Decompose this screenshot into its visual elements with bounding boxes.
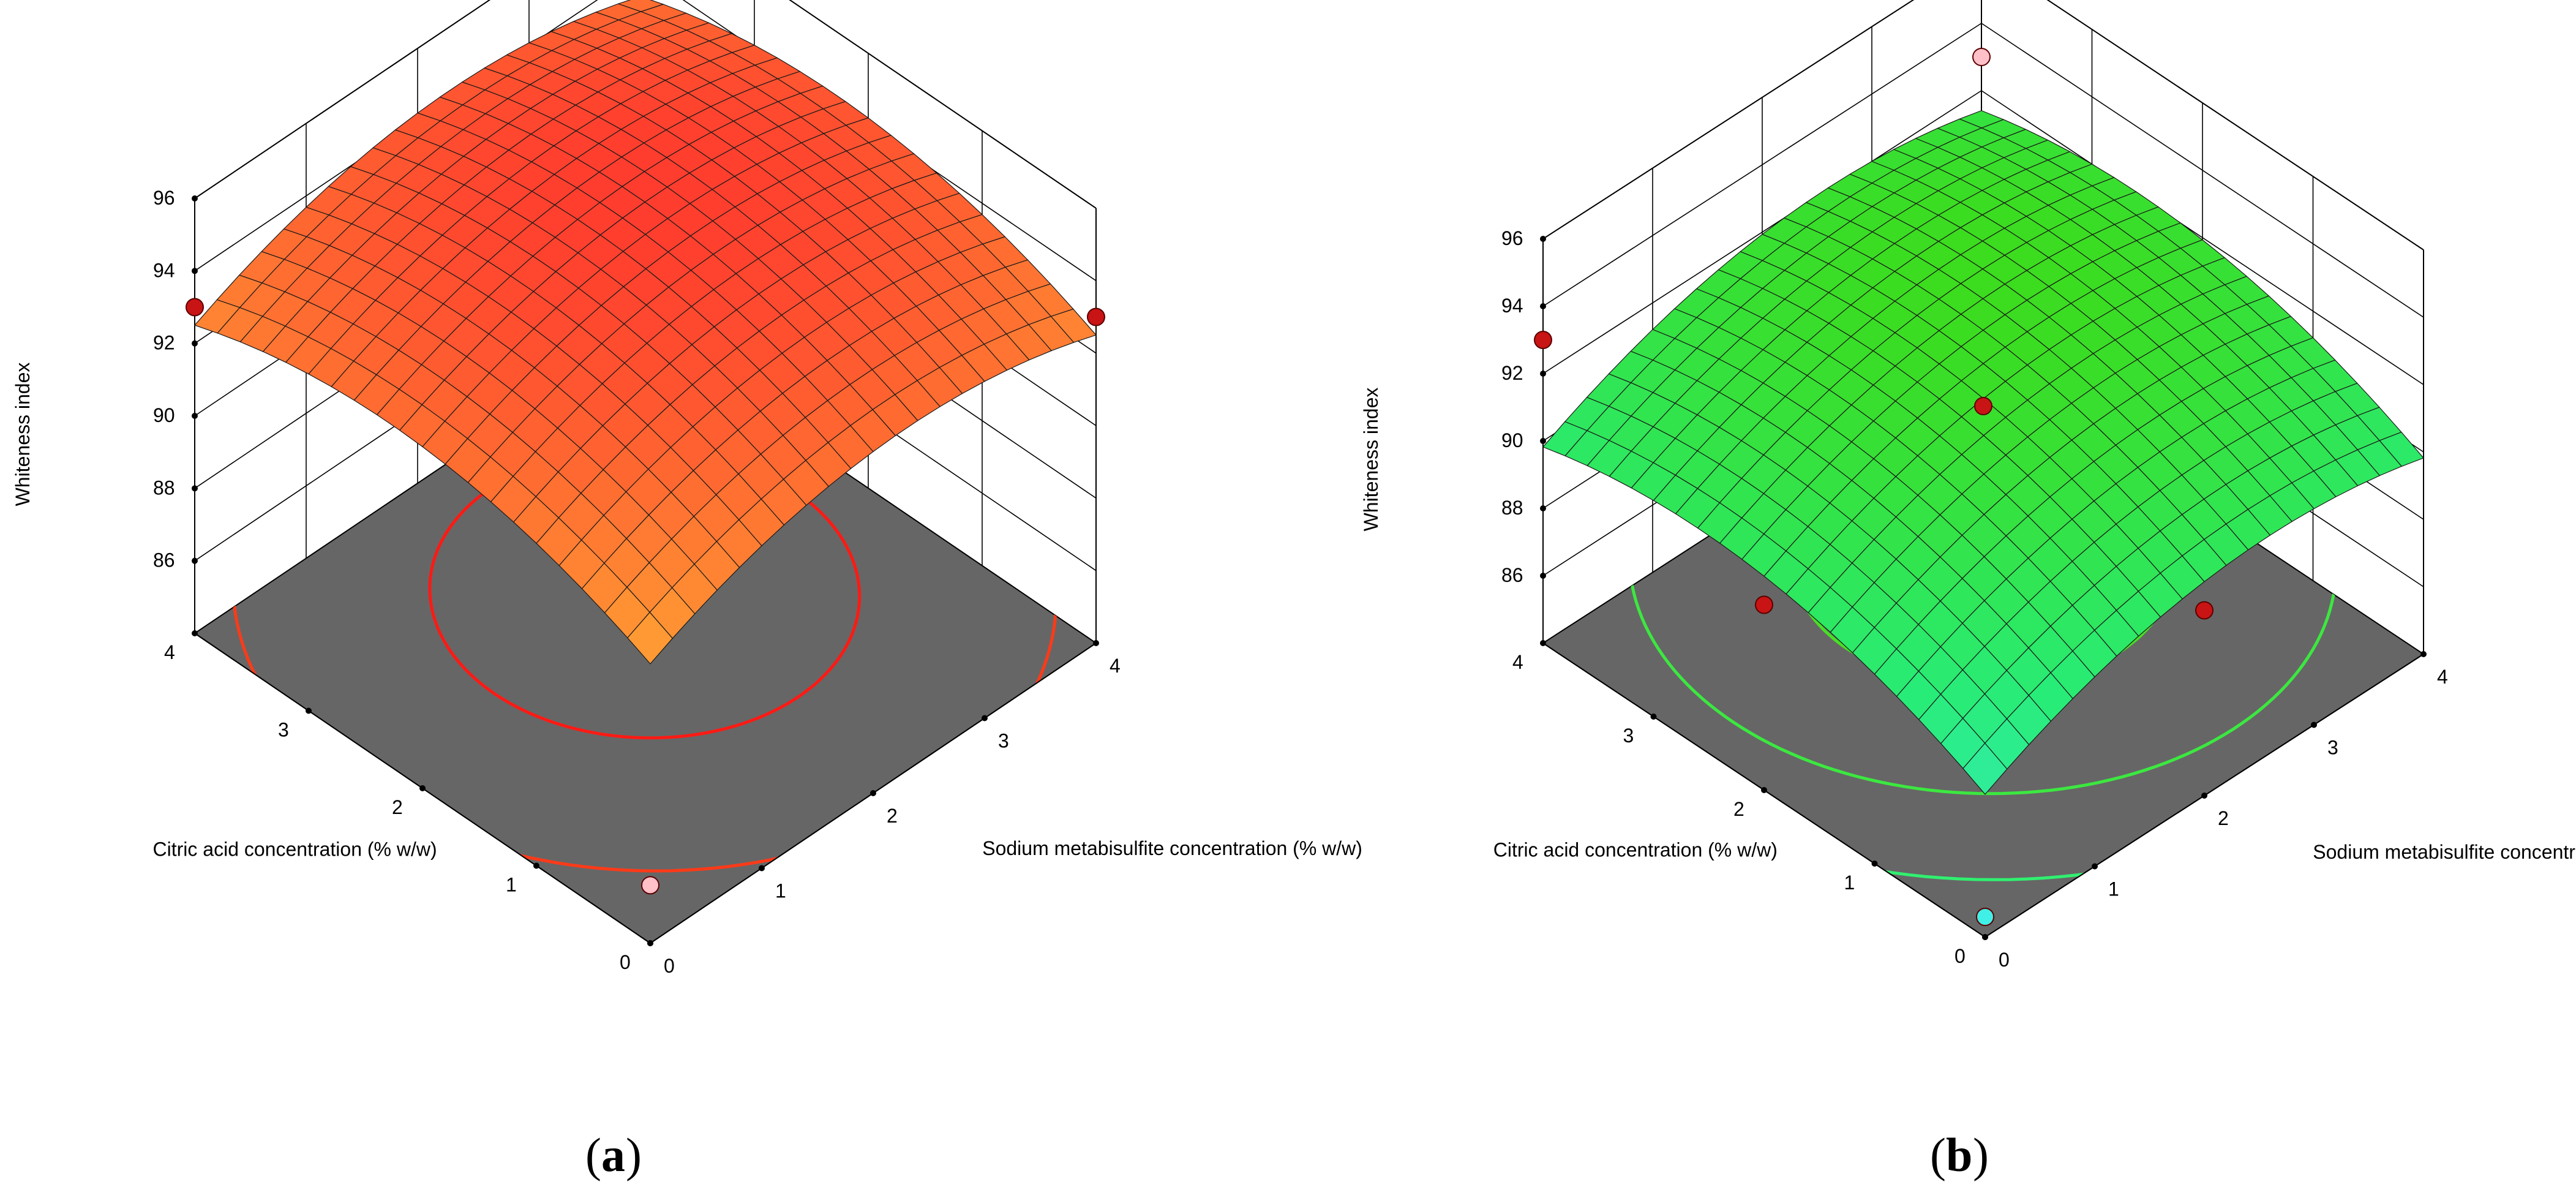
z-tick-mark (192, 340, 198, 347)
z-tick-mark (1540, 573, 1546, 579)
panel-label-b-close: ) (1973, 1128, 1989, 1181)
z-tick-label: 86 (1501, 564, 1523, 586)
surface-cell (627, 611, 674, 665)
z-tick-mark (192, 485, 198, 492)
y-tick-label: 4 (1512, 651, 1523, 673)
x-tick-label: 4 (1110, 655, 1121, 677)
x-tick-label: 2 (887, 805, 898, 827)
y-tick-label: 2 (1733, 798, 1744, 820)
z-axis-label: Whiteness index (12, 363, 34, 507)
z-tick-label: 90 (1501, 429, 1523, 451)
y-tick-mark (419, 785, 426, 791)
x-tick-mark (2311, 721, 2317, 728)
x-tick-label: 4 (2437, 666, 2448, 688)
z-tick-label: 88 (153, 477, 175, 499)
panel-label-b: b (1946, 1128, 1972, 1181)
y-ticks: 0 1 2 3 4 (1512, 640, 1988, 967)
design-point (1974, 397, 1992, 415)
y-tick-mark (1982, 934, 1988, 940)
design-points (186, 298, 1105, 895)
y-tick-mark (1871, 861, 1878, 867)
y-axis-label: Citric acid concentration (% w/w) (153, 838, 437, 860)
design-point (1087, 307, 1105, 326)
x-tick-mark (2201, 793, 2207, 799)
panel-label-a-close: ) (626, 1128, 642, 1181)
panel-label-a-open: ( (585, 1128, 601, 1181)
x-tick-label: 3 (998, 730, 1009, 752)
x-tick-label: 0 (1999, 949, 2010, 971)
y-tick-mark (647, 940, 653, 946)
y-tick-mark (1761, 787, 1767, 793)
z-tick-mark (1540, 371, 1546, 377)
y-tick-mark (533, 862, 539, 869)
z-tick-mark (192, 268, 198, 274)
x-tick-label: 1 (2108, 878, 2119, 900)
y-tick-mark (1540, 640, 1546, 646)
panel-label-b-open: ( (1930, 1128, 1946, 1181)
x-tick-label: 0 (664, 955, 675, 977)
z-tick-mark (192, 413, 198, 419)
z-ticks: 86 88 90 92 94 96 (153, 187, 198, 571)
x-tick-label: 1 (775, 880, 786, 902)
z-tick-mark (1540, 505, 1546, 511)
response-surface (1542, 110, 2425, 795)
x-tick-label: 2 (2218, 807, 2229, 829)
y-tick-label: 2 (392, 796, 403, 818)
y-axis-label: Citric acid concentration (% w/w) (1493, 838, 1778, 861)
x-tick-mark (2092, 863, 2098, 870)
z-tick-mark (192, 557, 198, 564)
z-tick-label: 92 (153, 332, 175, 354)
z-ticks: 86 88 90 92 94 96 (1501, 227, 1546, 586)
surface-cell (1962, 742, 2008, 795)
design-point (1755, 595, 1773, 614)
panel-label-a: a (601, 1128, 625, 1181)
design-points (1534, 48, 2214, 926)
design-point (1972, 48, 1991, 66)
x-tick-mark (759, 865, 765, 872)
y-tick-mark (192, 630, 198, 636)
y-tick-label: 0 (620, 951, 631, 973)
design-point (1534, 331, 1552, 349)
x-axis-label: Sodium metabisulfite concentration (% w/… (982, 837, 1362, 859)
y-tick-label: 0 (1955, 945, 1966, 967)
design-point (1976, 908, 1994, 926)
response-surface (193, 0, 1097, 665)
y-tick-mark (306, 707, 312, 714)
design-point (2195, 601, 2214, 620)
x-axis-label: Sodium metabisulfite concentration (% w/… (2313, 841, 2576, 863)
z-tick-mark (1540, 303, 1546, 309)
z-tick-label: 90 (153, 404, 175, 426)
z-tick-label: 92 (1501, 362, 1523, 384)
z-tick-label: 94 (1501, 295, 1523, 317)
design-point (186, 298, 204, 317)
z-tick-mark (192, 195, 198, 202)
z-tick-label: 96 (1501, 227, 1523, 249)
contour-line (1628, 360, 2338, 796)
z-tick-mark (1540, 438, 1546, 444)
z-tick-mark (1540, 236, 1546, 242)
z-tick-label: 96 (153, 187, 175, 209)
design-point (641, 876, 659, 895)
x-tick-mark (2420, 651, 2427, 657)
z-axis-label: Whiteness index (1360, 388, 1382, 532)
x-tick-mark (870, 790, 876, 796)
z-tick-label: 94 (153, 259, 175, 281)
y-tick-label: 1 (1844, 872, 1855, 894)
chart-panel-a: 0 1 2 3 4 0 1 2 3 4 86 88 90 92 94 96 Sodium metabisulfi… (12, 0, 1362, 977)
x-tick-label: 3 (2327, 737, 2338, 759)
z-tick-label: 88 (1501, 497, 1523, 519)
y-tick-label: 3 (1623, 725, 1634, 747)
x-tick-mark (1093, 640, 1099, 646)
z-tick-label: 86 (153, 549, 175, 571)
y-tick-label: 4 (164, 641, 175, 663)
y-ticks: 0 1 2 3 4 (164, 630, 653, 973)
chart-panel-b: 0 1 2 3 4 0 1 2 3 4 86 88 90 92 94 96 Sodium metabisulfi… (1360, 0, 2576, 971)
y-tick-label: 1 (506, 874, 517, 896)
y-tick-mark (1650, 714, 1657, 720)
x-tick-mark (982, 715, 988, 721)
y-tick-label: 3 (278, 719, 289, 741)
